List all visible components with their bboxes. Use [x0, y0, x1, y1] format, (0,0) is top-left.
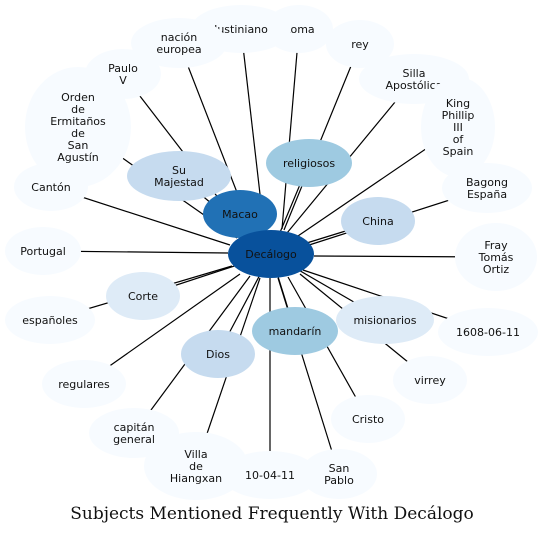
node-label-10-04-11: 10-04-11 — [245, 469, 295, 482]
node-shape-villa-de-hiangxan — [144, 432, 248, 500]
node-cristo: Cristo — [331, 395, 405, 443]
node-china: China — [341, 197, 415, 245]
node-rey: rey — [326, 20, 394, 68]
node-label-su-majestad: Su Majestad — [154, 164, 204, 189]
node-decalogo: Decálogo — [228, 230, 314, 278]
nodes: Macao religiosos Su Majestad China mandarín Di… — [5, 5, 538, 500]
node-shape-regulares — [42, 360, 126, 408]
node-portugal: Portugal — [5, 227, 81, 275]
node-religiosos: religiosos — [266, 139, 352, 187]
node-shape-virrey — [393, 356, 467, 404]
node-label-fray-tomas-ortiz: Fray Tomás Ortiz — [478, 239, 514, 276]
node-king-phillip-iii-of-spain: King Phillip III of Spain — [421, 77, 495, 177]
node-label-capitan-general: capitán general — [113, 421, 155, 446]
node-shape-macao — [203, 190, 277, 238]
node-shape-su-majestad — [127, 151, 231, 201]
node-label-nacion-europea: nación europea — [156, 31, 201, 56]
node-label-misionarios: misionarios — [353, 314, 416, 327]
node-shape-decalogo — [228, 230, 314, 278]
node-label-corte: Corte — [128, 290, 158, 303]
node-regulares: regulares — [42, 360, 126, 408]
node-espanoles: españoles — [5, 296, 95, 344]
node-shape-king-phillip-iii-of-spain — [421, 77, 495, 177]
node-shape-canton — [14, 163, 88, 211]
node-shape-san-pablo — [301, 449, 377, 499]
node-label-orden-de-ermitanos-de-san-agustin: Orden de Ermitaños de San Agustín — [50, 91, 106, 164]
node-virrey: virrey — [393, 356, 467, 404]
node-canton: Cantón — [14, 163, 88, 211]
node-label-roma: Roma — [283, 23, 314, 36]
node-shape-fray-tomas-ortiz — [455, 223, 537, 291]
node-label-king-phillip-iii-of-spain: King Phillip III of Spain — [442, 97, 475, 158]
node-label-regulares: regulares — [58, 378, 110, 391]
node-shape-dios — [181, 330, 255, 378]
node-misionarios: misionarios — [336, 296, 434, 344]
node-shape-espanoles — [5, 296, 95, 344]
node-shape-orden-de-ermitanos-de-san-agustin — [25, 67, 131, 187]
node-shape-religiosos — [266, 139, 352, 187]
node-label-macao: Macao — [222, 208, 258, 221]
node-label-decalogo: Decálogo — [245, 248, 297, 261]
node-label-portugal: Portugal — [20, 245, 66, 258]
edge-roma — [281, 28, 300, 230]
node-label-san-pablo: San Pablo — [324, 462, 354, 487]
node-shape-1608-06-11 — [438, 308, 538, 356]
node-shape-corte — [106, 272, 180, 320]
node-bagong-espana: Bagong España — [442, 163, 532, 213]
node-shape-mandarin — [252, 307, 338, 355]
node-shape-bagong-espana — [442, 163, 532, 213]
node-shape-nacion-europea — [131, 18, 227, 68]
node-fray-tomas-ortiz: Fray Tomás Ortiz — [455, 223, 537, 291]
node-label-dios: Dios — [206, 348, 230, 361]
node-shape-china — [341, 197, 415, 245]
figure-title: Subjects Mentioned Frequently With Decál… — [70, 504, 474, 524]
node-shape-10-04-11 — [222, 451, 318, 499]
node-label-canton: Cantón — [31, 181, 70, 194]
node-label-1608-06-11: 1608-06-11 — [456, 326, 520, 339]
node-label-mandarin: mandarín — [269, 325, 322, 338]
node-san-pablo: San Pablo — [301, 449, 377, 499]
node-mandarin: mandarín — [252, 307, 338, 355]
node-shape-cristo — [331, 395, 405, 443]
edge-cristo — [287, 276, 369, 420]
node-label-bagong-espana: Bagong España — [466, 176, 508, 201]
node-label-rey: rey — [351, 38, 369, 51]
node-label-virrey: virrey — [414, 374, 446, 387]
node-orden-de-ermitanos-de-san-agustin: Orden de Ermitaños de San Agustín — [25, 67, 131, 187]
node-dios: Dios — [181, 330, 255, 378]
node-label-espanoles: españoles — [22, 314, 78, 327]
node-10-04-11: 10-04-11 — [222, 451, 318, 499]
node-villa-de-hiangxan: Villa de Hiangxan — [144, 432, 248, 500]
edge-silla-apostolica — [286, 78, 415, 234]
node-shape-rey — [326, 20, 394, 68]
node-macao: Macao — [203, 190, 277, 238]
edge-san-pablo — [277, 277, 340, 475]
node-1608-06-11: 1608-06-11 — [438, 308, 538, 356]
node-label-paulo-v: Paulo V — [108, 62, 138, 87]
node-shape-portugal — [5, 227, 81, 275]
node-corte: Corte — [106, 272, 180, 320]
node-label-religiosos: religiosos — [283, 157, 335, 170]
edge-rey — [283, 43, 361, 231]
node-label-villa-de-hiangxan: Villa de Hiangxan — [170, 448, 222, 485]
node-label-china: China — [362, 215, 393, 228]
node-shape-misionarios — [336, 296, 434, 344]
node-label-justiniano: Justiniano — [213, 23, 268, 36]
node-label-cristo: Cristo — [352, 413, 384, 426]
node-su-majestad: Su Majestad — [127, 151, 231, 201]
node-nacion-europea: nación europea — [131, 18, 227, 68]
node-label-silla-apostolica: Silla Apostólica — [386, 67, 443, 92]
